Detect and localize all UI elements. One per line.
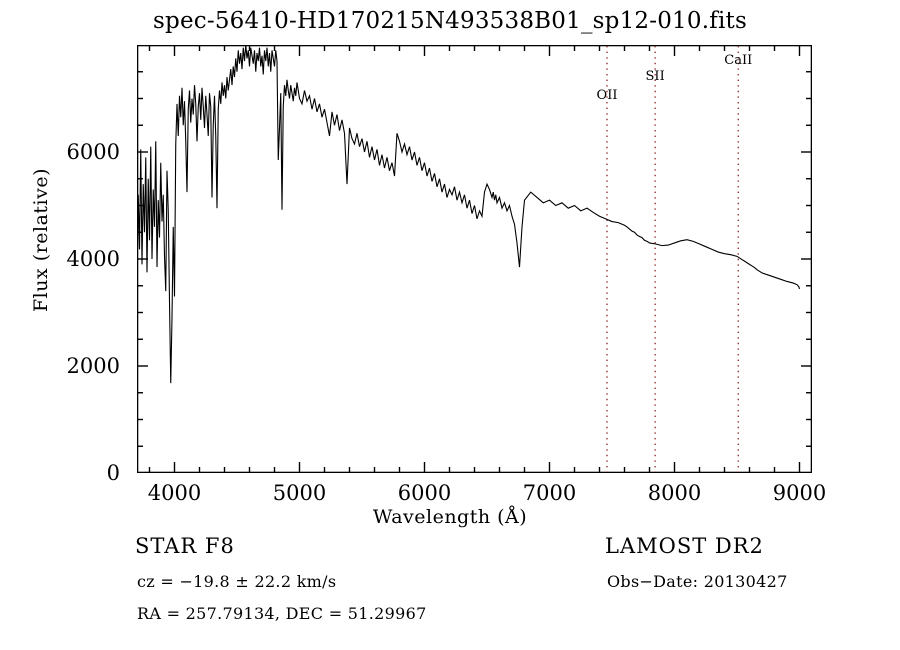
y-axis-title: Flux (relative) [30,168,52,312]
spectral-line-label-caii: CaII [724,53,753,69]
x-tick-label: 6000 [397,481,452,505]
plot-area [137,45,812,473]
page-title: spec-56410-HD170215N493538B01_sp12-010.f… [153,8,747,34]
y-tick-label: 2000 [66,354,120,378]
spectrum-svg [137,45,812,473]
footer-object-class: STAR F8 [135,534,235,558]
axis-ticks [137,45,812,473]
footer-obs-date: Obs−Date: 20130427 [607,572,788,591]
x-tick-label: 8000 [647,481,702,505]
y-tick-label: 4000 [66,247,120,271]
spectral-line-label-oii: OII [596,87,618,103]
y-tick-label: 6000 [66,140,120,164]
x-tick-label: 5000 [272,481,327,505]
spectral-line-markers [606,46,739,472]
x-tick-label: 7000 [522,481,577,505]
spectrum-trace [137,45,801,384]
footer-survey: LAMOST DR2 [605,534,764,558]
footer-cz: cz = −19.8 ± 22.2 km/s [137,572,337,591]
axis-frame [137,45,812,473]
x-axis-title: Wavelength (Å) [372,506,528,528]
y-tick-label: 0 [106,461,120,485]
x-tick-label: 9000 [772,481,827,505]
spectral-line-label-sii: SII [645,69,665,85]
footer-coords: RA = 257.79134, DEC = 51.29967 [137,604,427,623]
x-tick-label: 4000 [147,481,202,505]
